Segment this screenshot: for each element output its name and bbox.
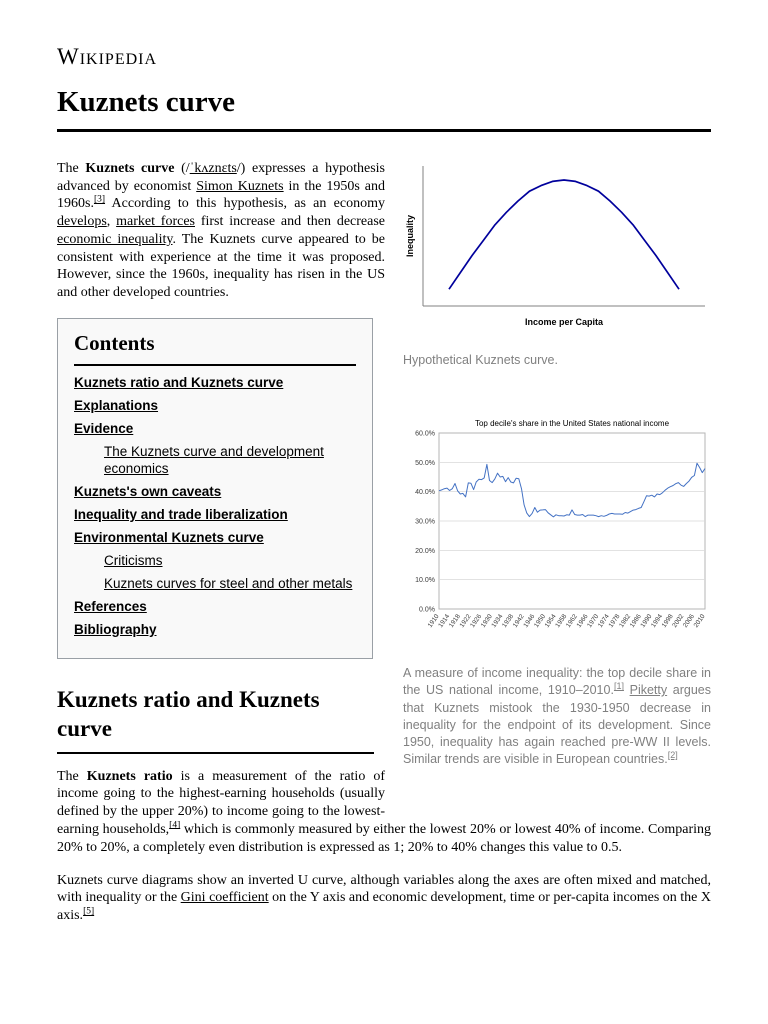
toc-link[interactable]: Evidence <box>74 420 134 436</box>
text-run: in the 1950s and 1960s. <box>57 178 386 212</box>
figure-top-decile-share: Top decile's share in the United States … <box>403 417 711 768</box>
toc-item[interactable]: Inequality and trade liberalization <box>74 506 356 523</box>
toc-link[interactable]: Kuznets's own caveats <box>74 483 222 499</box>
kuznets-diagram-paragraph: Kuznets curve diagrams show an inverted … <box>57 872 711 925</box>
text-link[interactable]: economic inequality <box>57 231 173 247</box>
text-link[interactable]: Simon Kuznets <box>196 178 284 194</box>
toc-item[interactable]: Evidence <box>74 420 356 437</box>
reference-link[interactable]: [2] <box>667 750 678 761</box>
y-tick-label: 50.0% <box>415 460 435 467</box>
page-title: Kuznets curve <box>57 86 711 132</box>
y-tick-label: 10.0% <box>415 577 435 584</box>
text-run: on the Y axis and economic development, … <box>57 890 711 924</box>
text-run: which is commonly measured by either the… <box>57 822 711 855</box>
toc-item[interactable]: Bibliography <box>74 621 356 638</box>
toc-list: Kuznets ratio and Kuznets curve Explanati… <box>74 374 356 638</box>
figure-hypothetical-kuznets-curve: Inequality Income per Capita Hypothetical… <box>403 160 711 369</box>
text-link[interactable]: develops <box>57 214 107 230</box>
bold-text: Kuznets ratio <box>86 768 173 784</box>
section-heading-kuznets-ratio: Kuznets ratio and Kuznets curve <box>57 685 374 754</box>
toc-link[interactable]: Kuznets curves for steel and other metal… <box>104 575 353 591</box>
text-run: , <box>106 214 117 230</box>
y-tick-label: 20.0% <box>415 548 435 555</box>
x-axis-label: Income per Capita <box>525 317 604 327</box>
text-run: (/ <box>174 161 190 176</box>
reference-link[interactable]: [5] <box>83 906 95 917</box>
toc-link[interactable]: Kuznets ratio and Kuznets curve <box>74 374 284 390</box>
toc-item[interactable]: Kuznets ratio and Kuznets curve <box>74 374 356 391</box>
text-run: The <box>57 768 87 784</box>
wikipedia-wordmark[interactable]: Wikipedia <box>57 44 158 69</box>
text-run: first increase and then decrease <box>195 214 386 230</box>
text-run: is a measurement of the ratio of income … <box>57 768 386 838</box>
toc-link[interactable]: Bibliography <box>74 621 157 637</box>
toc-link[interactable]: Environmental Kuznets curve <box>74 529 264 545</box>
toc-item[interactable]: Kuznets curves for steel and other metal… <box>104 575 356 592</box>
text-link[interactable]: market forces <box>116 214 195 230</box>
toc-item[interactable]: Criticisms <box>104 552 356 569</box>
toc-link[interactable]: Explanations <box>74 397 159 413</box>
table-of-contents: Contents Kuznets ratio and Kuznets curve… <box>57 317 373 659</box>
toc-link[interactable]: The Kuznets curve and development econom… <box>104 443 324 476</box>
text-run: The <box>57 161 86 176</box>
site-header: Wikipedia <box>57 44 711 70</box>
text-run: According to this hypothesis, as an econ… <box>105 196 385 212</box>
text-link[interactable]: ˈkʌznɛts <box>189 161 237 176</box>
figure-caption: A measure of income inequality: the top … <box>403 665 711 768</box>
reference-link[interactable]: [1] <box>613 681 624 692</box>
text-run: /) expresses a hypothesis advanced by ec… <box>57 161 385 194</box>
y-tick-label: 60.0% <box>415 431 435 438</box>
figure-caption: Hypothetical Kuznets curve. <box>403 353 558 367</box>
toc-item[interactable]: The Kuznets curve and development econom… <box>104 443 356 477</box>
y-tick-label: 40.0% <box>415 489 435 496</box>
top-decile-chart[interactable]: Top decile's share in the United States … <box>403 417 711 646</box>
toc-item[interactable]: Environmental Kuznets curve <box>74 529 356 546</box>
figures-column: Inequality Income per Capita Hypothetical… <box>403 160 711 768</box>
toc-item[interactable]: References <box>74 598 356 615</box>
text-link[interactable]: Gini coefficient <box>180 890 269 906</box>
reference-link[interactable]: [4] <box>169 820 181 831</box>
reference-link[interactable]: [3] <box>93 194 106 205</box>
kuznets-ratio-paragraph: The Kuznets ratio is a measurement of th… <box>57 768 711 857</box>
kuznets-curve-line <box>448 179 680 290</box>
toc-item[interactable]: Explanations <box>74 397 356 414</box>
text-run: Kuznets curve diagrams show an inverted … <box>57 872 711 906</box>
toc-link[interactable]: References <box>74 598 147 614</box>
toc-item[interactable]: Kuznets's own caveats <box>74 483 356 500</box>
x-tick-label: 2010 <box>693 613 707 629</box>
toc-link[interactable]: Criticisms <box>104 552 163 568</box>
bold-text: Kuznets curve <box>85 161 175 176</box>
toc-title: Contents <box>74 331 356 366</box>
toc-link[interactable]: Inequality and trade liberalization <box>74 506 288 522</box>
article-page: Wikipedia Kuznets curve Inequality Income… <box>57 44 711 925</box>
lead-paragraph: The Kuznets curve (/ˈkʌznɛts/) expresses… <box>57 160 711 302</box>
chart-title: Top decile's share in the United States … <box>475 419 670 428</box>
text-run: argues that Kuznets mistook the 1930-195… <box>403 683 711 767</box>
text-run: A measure of income inequality: the top … <box>403 666 711 698</box>
y-axis-label: Inequality <box>405 215 415 257</box>
y-tick-label: 30.0% <box>415 519 435 526</box>
top-decile-line <box>438 462 706 518</box>
kuznets-curve-chart[interactable]: Inequality Income per Capita <box>403 160 711 332</box>
text-run: . The Kuznets curve appeared to be consi… <box>57 231 385 300</box>
y-tick-label: 0.0% <box>419 607 435 614</box>
text-link[interactable]: Piketty <box>629 683 668 698</box>
